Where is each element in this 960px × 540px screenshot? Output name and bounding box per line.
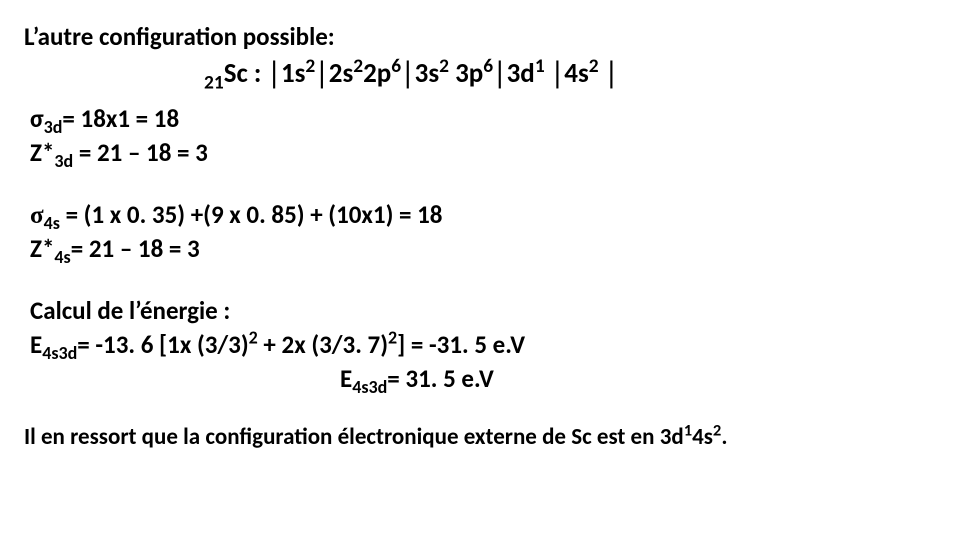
energy-result-line: E4s3d= 31. 5 e.V <box>30 362 936 396</box>
energy-block: Calcul de l’énergie : E4s3d= -13. 6 [1x … <box>30 294 936 395</box>
equation: + 2x (3/3. 7) <box>258 329 388 360</box>
sup: 2 <box>388 327 397 349</box>
sigma-symbol: σ <box>30 103 44 134</box>
equation: = (1 x 0. 35) +(9 x 0. 85) + (10x1) = 18 <box>60 199 443 230</box>
sup: 6 <box>483 54 493 78</box>
sigma-4s-block: σ4s = (1 x 0. 35) +(9 x 0. 85) + (10x1) … <box>30 198 936 267</box>
sub: 4s <box>44 212 60 234</box>
equation: = 21 – 18 = 3 <box>73 137 208 168</box>
sub: 4s3d <box>42 342 77 364</box>
equation: = -13. 6 [1x (3/3) <box>77 329 248 360</box>
shell: 4s <box>564 57 588 90</box>
zstar-3d-line: Z*3d = 21 – 18 = 3 <box>30 136 936 170</box>
shell: 4s <box>692 423 713 451</box>
conclusion: Il en ressort que la configuration élect… <box>24 423 936 451</box>
period: . <box>721 423 727 451</box>
energy-title: Calcul de l’énergie : <box>30 294 936 328</box>
sup: 2 <box>353 54 363 78</box>
sigma-3d-block: σ3d= 18x1 = 18 Z*3d = 21 – 18 = 3 <box>30 102 936 170</box>
equation: = 21 – 18 = 3 <box>71 233 200 264</box>
bar-icon: │ <box>401 57 415 90</box>
sup: 1 <box>535 54 545 78</box>
sup: 2 <box>249 327 258 349</box>
equation: ] = -31. 5 e.V <box>397 329 525 360</box>
sub: 3d <box>44 116 63 138</box>
sigma-3d-line: σ3d= 18x1 = 18 <box>30 102 936 136</box>
sub: 4s3d <box>352 376 387 398</box>
shell: 3p <box>455 57 483 90</box>
heading: L’autre configuration possible: <box>24 20 936 54</box>
shell: 3d <box>660 423 684 451</box>
bar-icon: │ <box>551 57 565 90</box>
sub: 4s <box>54 246 70 268</box>
sigma-symbol: σ <box>30 202 44 229</box>
equation: = 31. 5 e.V <box>387 363 494 394</box>
shell: 3s <box>415 57 439 90</box>
bar-icon: │ <box>605 57 619 90</box>
atomic-number: 21 <box>204 70 224 94</box>
sup: 2 <box>439 54 449 78</box>
sub: 3d <box>54 150 73 172</box>
sup: 2 <box>305 54 315 78</box>
zstar-label: Z* <box>30 233 54 264</box>
equation: = 18x1 = 18 <box>62 103 179 134</box>
sup: 2 <box>589 54 599 78</box>
energy-expr-line: E4s3d= -13. 6 [1x (3/3)2 + 2x (3/3. 7)2]… <box>30 328 936 362</box>
e-label: E <box>30 329 42 360</box>
bar-icon: │ <box>493 57 507 90</box>
shell: 1s <box>281 57 305 90</box>
zstar-label: Z* <box>30 137 54 168</box>
element-symbol: Sc : <box>224 57 268 90</box>
zstar-4s-line: Z*4s= 21 – 18 = 3 <box>30 232 936 266</box>
bar-icon: │ <box>315 57 329 90</box>
electron-config: 21Sc : │1s2│2s22p6│3s2 3p6│3d1 │4s2 │ <box>24 56 936 92</box>
sup: 6 <box>391 54 401 78</box>
conclusion-text: Il en ressort que la configuration élect… <box>24 423 660 451</box>
sigma-4s-line: σ4s = (1 x 0. 35) +(9 x 0. 85) + (10x1) … <box>30 198 936 233</box>
e-label: E <box>340 363 352 394</box>
shell: 3d <box>507 57 535 90</box>
bar-icon: │ <box>267 57 281 90</box>
shell: 2p <box>363 57 391 90</box>
sup: 1 <box>684 421 692 441</box>
shell: 2s <box>329 57 353 90</box>
